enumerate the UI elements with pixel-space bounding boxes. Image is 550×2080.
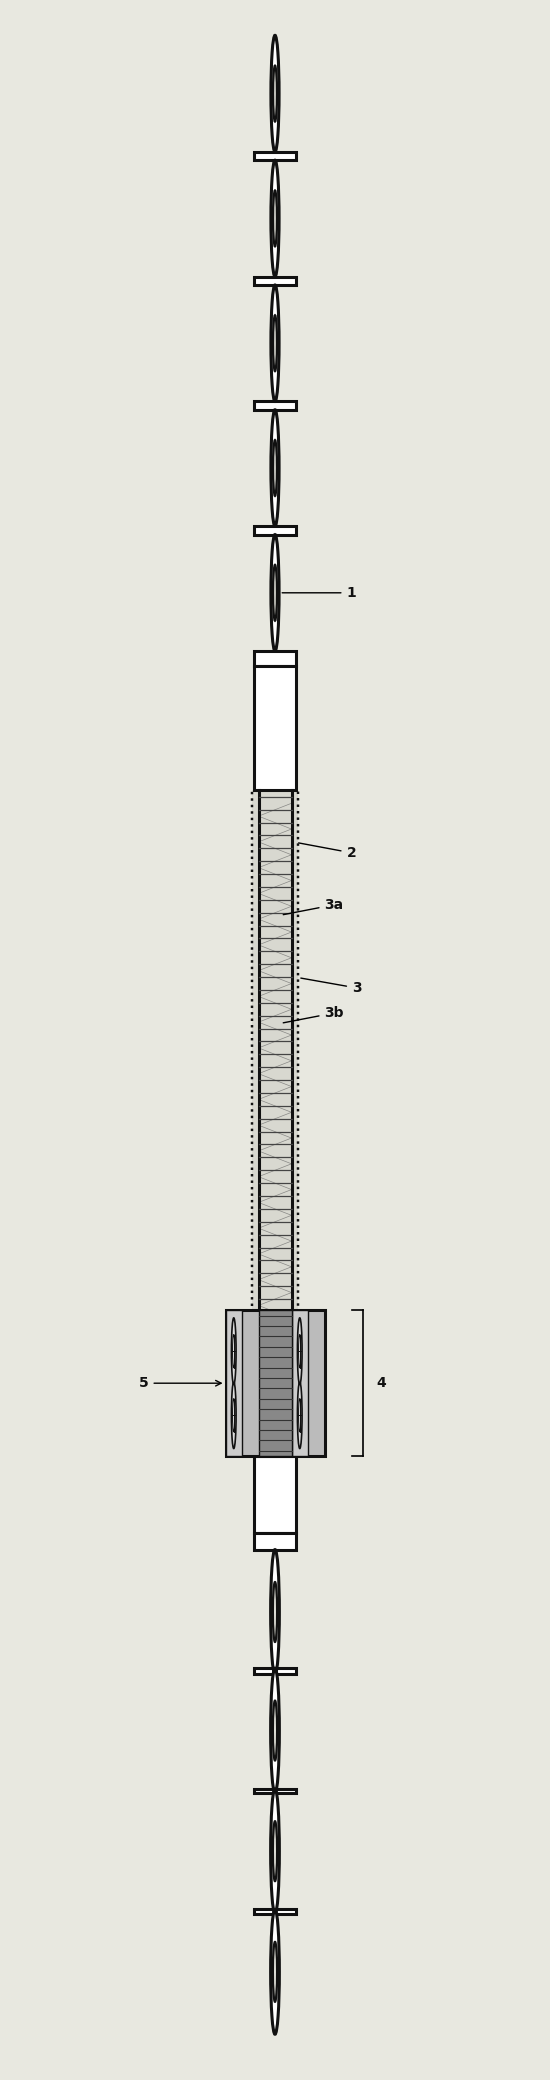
- Ellipse shape: [273, 191, 277, 245]
- Text: 3: 3: [301, 978, 362, 994]
- Bar: [292, 1310, 308, 1456]
- Ellipse shape: [273, 1701, 277, 1760]
- Bar: [254, 1533, 296, 1550]
- Ellipse shape: [232, 1381, 236, 1448]
- Ellipse shape: [299, 1398, 301, 1431]
- Ellipse shape: [271, 1550, 279, 1674]
- Ellipse shape: [271, 535, 279, 651]
- Bar: [226, 1310, 324, 1456]
- Ellipse shape: [271, 160, 279, 277]
- Bar: [254, 401, 296, 410]
- Bar: [226, 1310, 242, 1456]
- Bar: [254, 666, 296, 790]
- Bar: [254, 1909, 296, 1914]
- Ellipse shape: [271, 410, 279, 526]
- Bar: [252, 790, 298, 1331]
- Ellipse shape: [273, 316, 277, 370]
- Ellipse shape: [273, 1583, 277, 1641]
- Bar: [258, 1310, 292, 1456]
- Ellipse shape: [299, 1335, 301, 1369]
- Bar: [254, 1789, 296, 1793]
- Ellipse shape: [271, 1909, 279, 2034]
- Ellipse shape: [233, 1398, 235, 1431]
- Ellipse shape: [273, 1822, 277, 1880]
- Ellipse shape: [298, 1381, 302, 1448]
- Ellipse shape: [271, 1789, 279, 1914]
- Ellipse shape: [233, 1335, 235, 1369]
- Ellipse shape: [273, 1943, 277, 2001]
- Text: 1: 1: [282, 587, 356, 599]
- Ellipse shape: [298, 1319, 302, 1385]
- Bar: [254, 1456, 296, 1533]
- Bar: [254, 152, 296, 160]
- Ellipse shape: [271, 1668, 279, 1793]
- Ellipse shape: [232, 1319, 236, 1385]
- Bar: [254, 526, 296, 535]
- Text: 3b: 3b: [283, 1007, 344, 1023]
- Bar: [254, 651, 296, 666]
- Bar: [254, 1668, 296, 1674]
- Ellipse shape: [273, 441, 277, 495]
- Ellipse shape: [271, 285, 279, 401]
- Text: 2: 2: [299, 842, 356, 859]
- Text: 5: 5: [139, 1377, 221, 1389]
- Ellipse shape: [273, 67, 277, 121]
- Text: 3a: 3a: [283, 899, 344, 915]
- Bar: [254, 277, 296, 285]
- Text: 4: 4: [377, 1377, 387, 1389]
- Ellipse shape: [273, 566, 277, 620]
- Ellipse shape: [271, 35, 279, 152]
